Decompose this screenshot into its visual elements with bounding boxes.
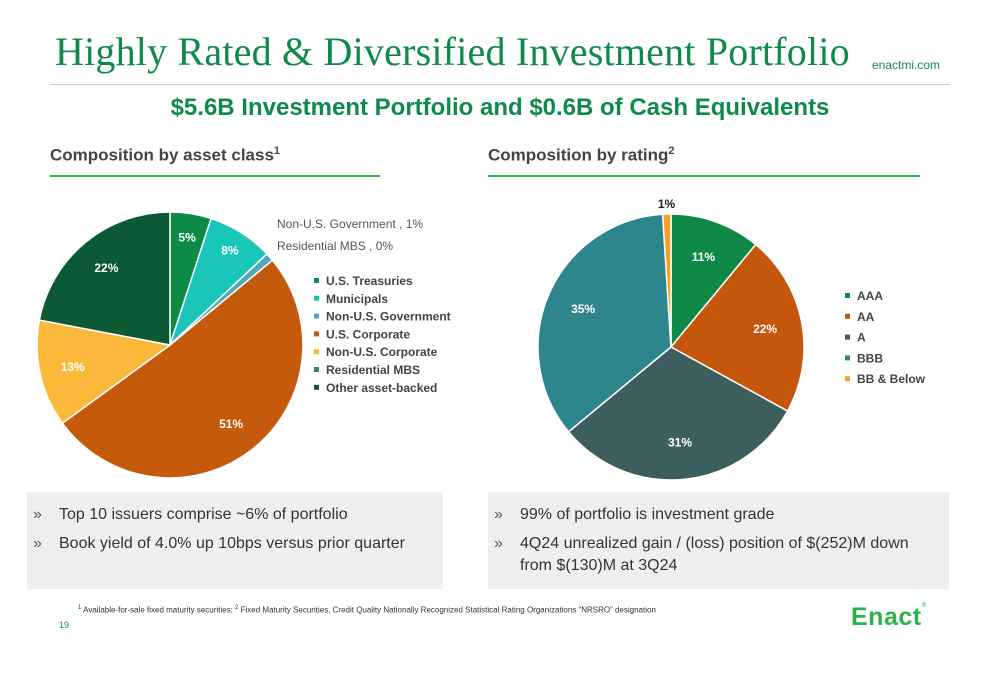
footnote-text-2: Fixed Maturity Securities, Credit Qualit… — [238, 605, 656, 615]
pie-slice-other-asset-backed — [38, 211, 171, 346]
legend-item: Non-U.S. Government — [326, 310, 451, 324]
legend-item: U.S. Treasuries — [326, 274, 413, 288]
legend-swatch — [314, 295, 319, 301]
legend-item: AAA — [857, 289, 883, 303]
rating-heading-rule — [488, 175, 920, 177]
legend-swatch — [314, 367, 319, 372]
legend-swatch — [314, 331, 319, 337]
rating-heading-text: Composition by rating — [488, 145, 669, 165]
legend-swatch — [314, 313, 319, 319]
pie-label-municipals: 8% — [221, 244, 239, 258]
callout-label: Non-U.S. Government , 1% — [277, 217, 423, 231]
page-number: 19 — [59, 620, 70, 630]
legend-swatch — [314, 278, 319, 283]
legend-swatch — [314, 384, 319, 390]
legend-item: BB & Below — [857, 372, 926, 386]
pie-slice-aa — [669, 243, 805, 413]
asset-class-bullet: » Book yield of 4.0% up 10bps versus pri… — [33, 533, 405, 555]
asset-class-heading-text: Composition by asset class — [50, 145, 274, 165]
callout-label: Residential MBS , 0% — [277, 239, 393, 253]
logo-text: Enact — [851, 603, 922, 631]
pie-slice-bb-below — [661, 213, 672, 348]
bullet-text: Book yield of 4.0% up 10bps versus prior… — [59, 535, 405, 552]
asset-class-heading-sup: 1 — [273, 145, 281, 157]
legend-item: A — [857, 331, 866, 345]
pie-label-other-asset-backed: 22% — [94, 261, 118, 275]
asset-class-bullet: » Top 10 issuers comprise ~6% of portfol… — [33, 504, 348, 526]
legend-item: BBB — [857, 351, 883, 365]
rating-bullet: » 4Q24 unrealized gain / (loss) position… — [494, 533, 934, 577]
legend-item: Residential MBS — [326, 363, 420, 377]
bullet-text: 99% of portfolio is investment grade — [520, 506, 775, 523]
bullet-mark: » — [494, 506, 503, 523]
legend-item: U.S. Corporate — [326, 327, 410, 341]
legend-item: AA — [857, 310, 875, 324]
legend-swatch — [314, 349, 319, 355]
bullet-mark: » — [33, 535, 42, 552]
bullet-text: Top 10 issuers comprise ~6% of portfolio — [59, 506, 348, 523]
rating-heading: Composition by rating2 — [488, 145, 675, 166]
pie-label-non-u-s-corporate: 13% — [61, 360, 85, 374]
legend-swatch — [845, 334, 850, 340]
pie-slice-bbb — [537, 213, 672, 433]
footnote-text-1: Available-for-sale fixed maturity securi… — [81, 605, 236, 615]
legend-swatch — [845, 293, 850, 298]
pie-slice-a — [567, 346, 789, 481]
rating-notes-panel: » 99% of portfolio is investment grade »… — [488, 492, 949, 589]
pie-slice-u-s-corporate — [61, 259, 304, 479]
pie-slice-aaa — [670, 213, 757, 350]
footnote-sup-2: 2 — [235, 605, 239, 611]
enact-logo: Enact® — [851, 603, 927, 632]
footnote-sup-1: 1 — [78, 605, 82, 611]
rating-bullet: » 99% of portfolio is investment grade — [494, 504, 774, 526]
page-subtitle: $5.6B Investment Portfolio and $0.6B of … — [170, 94, 830, 121]
pie-label-u-s-treasuries: 5% — [178, 230, 196, 244]
pie-label-bb-below: 1% — [658, 197, 676, 211]
footnote: 1 Available-for-sale fixed maturity secu… — [78, 605, 656, 615]
bullet-mark: » — [33, 506, 42, 523]
bullet-text: 4Q24 unrealized gain / (loss) position o… — [520, 535, 909, 574]
pie-label-a: 31% — [668, 435, 692, 449]
rating-heading-sup: 2 — [668, 145, 675, 157]
page-title: Highly Rated & Diversified Investment Po… — [55, 29, 850, 74]
site-url[interactable]: enactmi.com — [871, 58, 940, 72]
legend-item: Other asset-backed — [326, 381, 437, 395]
legend-swatch — [845, 355, 850, 361]
pie-label-aaa: 11% — [692, 250, 716, 264]
header-divider — [50, 84, 950, 85]
asset-class-heading-rule — [50, 175, 380, 177]
legend-swatch — [845, 376, 850, 382]
pie-label-aa: 22% — [753, 322, 777, 336]
legend-swatch — [845, 313, 850, 319]
pie-label-u-s-corporate: 51% — [219, 417, 243, 431]
asset-class-heading: Composition by asset class1 — [50, 145, 280, 166]
legend-item: Municipals — [326, 292, 388, 306]
legend-item: Non-U.S. Corporate — [326, 345, 438, 359]
bullet-mark: » — [494, 535, 503, 552]
pie-slice-non-u-s-corporate — [36, 319, 172, 425]
logo-registered-mark: ® — [921, 603, 927, 609]
asset-class-notes-panel: » Top 10 issuers comprise ~6% of portfol… — [27, 492, 443, 589]
pie-label-bbb: 35% — [571, 302, 595, 316]
asset-class-pie-chart: 5% 8% 51% 13% 22% Non-U.S. Government , 1% Res… — [36, 211, 451, 479]
